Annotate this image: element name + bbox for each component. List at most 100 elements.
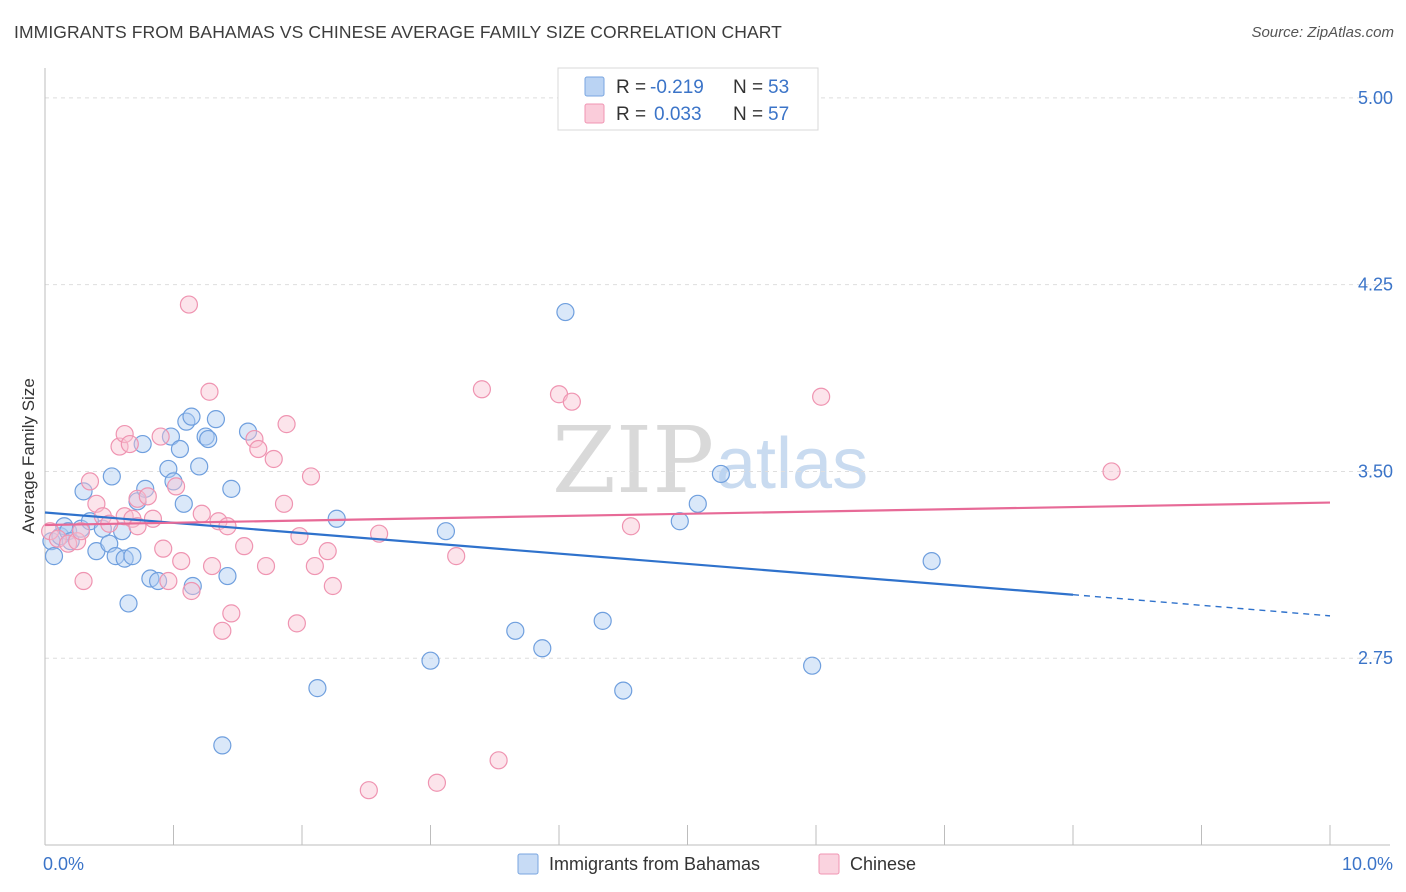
- point-chinese-13: [128, 517, 147, 536]
- trend-line-extension-bahamas: [1072, 594, 1331, 617]
- point-bahamas-26: [170, 439, 190, 459]
- point-chinese-54: [621, 517, 641, 536]
- point-chinese-30: [213, 621, 232, 640]
- point-chinese-41: [290, 527, 309, 546]
- scatter-points: [41, 295, 1121, 800]
- point-bahamas-17: [119, 594, 138, 613]
- legend-r-value-bahamas: -0.219: [650, 77, 704, 98]
- point-chinese-48: [427, 773, 447, 792]
- point-chinese-55: [812, 387, 831, 406]
- point-bahamas-35: [213, 736, 232, 755]
- bottom-legend-swatch-bahamas: [517, 853, 539, 875]
- legend-n-value-bahamas: 53: [768, 77, 789, 98]
- point-chinese-35: [249, 439, 268, 459]
- point-chinese-28: [202, 556, 222, 576]
- point-chinese-51: [489, 751, 508, 770]
- point-bahamas-1: [44, 547, 64, 566]
- point-bahamas-46: [593, 611, 612, 630]
- point-bahamas-16: [123, 547, 142, 566]
- point-chinese-0: [41, 522, 60, 541]
- point-bahamas-42: [436, 522, 456, 541]
- bottom-legend-swatch-chinese: [818, 853, 840, 875]
- point-bahamas-31: [190, 457, 209, 476]
- point-chinese-5: [71, 522, 91, 541]
- legend-n-value-chinese: 57: [768, 104, 789, 125]
- trend-line-bahamas: [44, 511, 1074, 596]
- x-tick-label-1: 10.0%: [1342, 854, 1393, 874]
- point-chinese-36: [256, 556, 276, 576]
- point-chinese-4: [74, 571, 93, 591]
- point-chinese-15: [120, 434, 139, 454]
- point-chinese-19: [151, 427, 170, 446]
- y-axis-label: Average Family Size: [19, 378, 38, 534]
- y-tick-label-0: 2.75: [1358, 648, 1393, 668]
- point-chinese-34: [245, 429, 264, 449]
- point-bahamas-51: [803, 656, 822, 675]
- point-chinese-39: [277, 415, 296, 434]
- legend: R = -0.219 N = 53 R = 0.033 N = 57: [557, 67, 819, 131]
- point-chinese-22: [166, 477, 186, 496]
- point-chinese-50: [472, 380, 491, 399]
- point-bahamas-39: [308, 679, 327, 698]
- legend-n-label-bahamas: N =: [733, 77, 763, 98]
- y-tick-label-2: 4.25: [1358, 275, 1393, 295]
- point-bahamas-24: [161, 427, 181, 446]
- point-bahamas-49: [688, 494, 707, 513]
- chart-title: IMMIGRANTS FROM BAHAMAS VS CHINESE AVERA…: [14, 22, 782, 42]
- point-bahamas-47: [614, 681, 633, 700]
- legend-r-label-chinese: R =: [616, 104, 646, 125]
- point-bahamas-52: [922, 551, 941, 571]
- point-bahamas-20: [136, 479, 155, 498]
- trend-line-chinese: [44, 501, 1331, 527]
- point-chinese-17: [138, 487, 157, 506]
- point-bahamas-38: [238, 422, 258, 441]
- axes: [44, 68, 1390, 846]
- point-bahamas-36: [218, 566, 237, 586]
- point-bahamas-8: [74, 482, 93, 501]
- point-bahamas-45: [556, 302, 575, 322]
- point-chinese-20: [154, 539, 173, 558]
- legend-r-label-bahamas: R =: [616, 77, 646, 98]
- point-chinese-33: [235, 537, 254, 556]
- point-chinese-37: [264, 449, 283, 469]
- point-bahamas-34: [206, 410, 226, 429]
- point-chinese-32: [222, 604, 241, 623]
- point-bahamas-44: [533, 639, 552, 658]
- point-bahamas-25: [164, 472, 183, 491]
- point-chinese-21: [159, 571, 178, 591]
- point-bahamas-27: [174, 494, 193, 513]
- watermark-atlas: atlas: [716, 424, 868, 504]
- point-chinese-6: [80, 472, 100, 491]
- point-chinese-46: [359, 781, 378, 800]
- legend-swatch-bahamas: [584, 76, 605, 97]
- point-chinese-24: [179, 295, 199, 314]
- point-chinese-43: [305, 556, 324, 576]
- tick-labels: 2.75 3.50 4.25 5.00 0.0% 10.0%: [43, 88, 1393, 874]
- point-chinese-26: [192, 504, 211, 523]
- point-bahamas-41: [421, 651, 440, 670]
- bottom-legend-label-chinese: Chinese: [850, 854, 916, 874]
- point-chinese-23: [172, 551, 191, 571]
- watermark-zip: ZIP: [552, 407, 714, 514]
- point-chinese-42: [301, 467, 321, 486]
- point-chinese-25: [182, 581, 201, 601]
- chart-source: Source: ZipAtlas.com: [1251, 24, 1394, 41]
- point-chinese-44: [318, 542, 337, 561]
- y-tick-label-1: 3.50: [1358, 461, 1393, 481]
- point-chinese-38: [274, 494, 294, 513]
- legend-n-label-chinese: N =: [733, 104, 763, 125]
- x-tick-label-0: 0.0%: [43, 854, 84, 874]
- point-chinese-45: [323, 576, 342, 596]
- point-chinese-53: [562, 392, 581, 411]
- point-bahamas-32: [196, 427, 215, 446]
- trend-lines: [44, 501, 1331, 617]
- point-bahamas-50: [711, 464, 731, 484]
- point-bahamas-22: [148, 571, 168, 591]
- legend-swatch-chinese: [584, 103, 605, 124]
- point-chinese-14: [115, 424, 134, 444]
- point-bahamas-48: [670, 512, 689, 531]
- point-chinese-56: [1102, 462, 1121, 481]
- point-bahamas-43: [506, 621, 525, 640]
- point-chinese-27: [200, 382, 219, 401]
